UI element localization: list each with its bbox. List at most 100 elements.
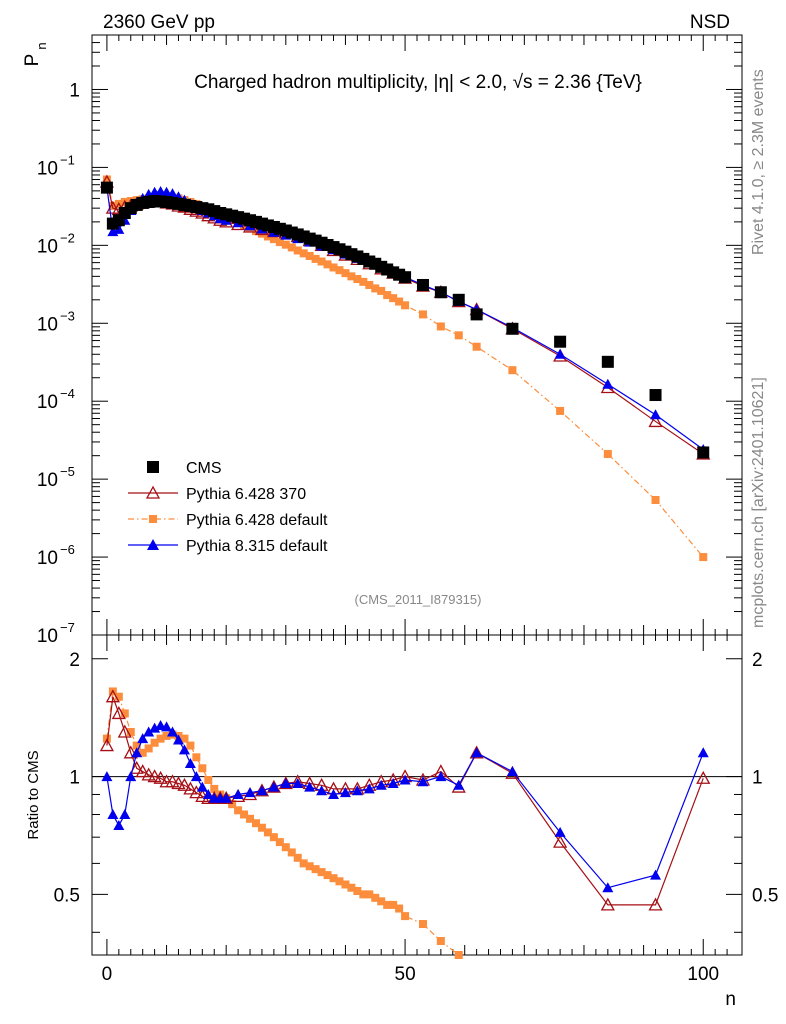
ratio-point-pythia-8-315-default [697, 747, 709, 758]
y-tick-label-base: 10 [37, 392, 58, 413]
data-point-pythia-6-428-default [472, 342, 481, 351]
ratio-point-pythia-6-428-default [389, 900, 398, 909]
ratio-point-pythia-6-428-default [347, 883, 356, 892]
legend-label-pythia-6-428-370: Pythia 6.428 370 [186, 486, 306, 503]
data-point-pythia-6-428-default [335, 266, 344, 275]
ratio-point-pythia-8-315-default [113, 819, 125, 830]
ratio-point-pythia-8-315-default [149, 722, 161, 733]
legend-label-pythia-8-315-default: Pythia 8.315 default [186, 538, 328, 555]
y-tick-label-base: 10 [37, 236, 58, 257]
ratio-point-pythia-6-428-370 [135, 764, 150, 778]
ratio-point-pythia-6-428-default [317, 868, 326, 877]
ratio-point-pythia-8-315-default [137, 733, 149, 744]
data-point-pythia-6-428-default [317, 257, 326, 266]
data-point-pythia-6-428-default [311, 254, 320, 263]
data-point-pythia-6-428-default [281, 240, 290, 249]
x-tick-label: 100 [687, 964, 719, 985]
y-label-main: P [22, 54, 43, 67]
ratio-point-pythia-6-428-default [144, 744, 153, 753]
ratio-point-pythia-8-315-default [125, 771, 137, 782]
y-tick-label-exponent: −3 [60, 308, 75, 323]
ratio-point-pythia-6-428-default [365, 890, 374, 899]
ratio-point-pythia-8-315-default [554, 826, 566, 837]
ratio-point-pythia-8-315-default [602, 882, 614, 893]
ratio-point-pythia-8-315-default [316, 785, 328, 796]
legend-item-pythia-8-315-default: Pythia 8.315 default [128, 538, 328, 555]
ratio-point-pythia-6-428-default [186, 741, 195, 750]
ratio-point-pythia-6-428-default [228, 800, 237, 809]
ratio-point-pythia-8-315-default [399, 774, 411, 785]
data-point-pythia-6-428-default [299, 249, 308, 258]
legend-item-pythia-6-428-default: Pythia 6.428 default [128, 512, 328, 529]
y-tick-label-base: 10 [37, 158, 58, 179]
ratio-point-pythia-6-428-default [395, 904, 404, 913]
ratio-point-pythia-6-428-default [257, 823, 266, 832]
ratio-point-pythia-6-428-370 [141, 767, 156, 781]
y-tick-label-exponent: −6 [60, 542, 75, 557]
ratio-point-pythia-6-428-default [401, 912, 410, 921]
ratio-point-pythia-6-428-default [293, 853, 302, 862]
ratio-point-pythia-6-428-default [436, 937, 445, 946]
data-point-pythia-6-428-default [257, 229, 266, 238]
x-axis-label: n [725, 989, 736, 1010]
data-point-pythia-6-428-370 [648, 414, 663, 428]
ratio-point-pythia-6-428-370 [111, 706, 126, 720]
data-point-pythia-6-428-default [347, 272, 356, 281]
series-pythia-8-315-default [101, 182, 709, 455]
ratio-point-pythia-8-315-default [650, 869, 662, 880]
data-point-pythia-6-428-default [389, 294, 398, 303]
ratio-y-tick-label: 0.5 [54, 885, 80, 906]
ratio-point-pythia-6-428-370 [177, 777, 192, 791]
series-line-pythia-6-428-370 [106, 181, 704, 455]
ratio-point-pythia-8-315-default [417, 776, 429, 787]
data-point-pythia-8-315-default [602, 378, 614, 389]
header-left: 2360 GeV pp [103, 12, 215, 33]
legend-item-pythia-6-428-370: Pythia 6.428 370 [128, 485, 306, 503]
data-point-pythia-6-428-default [418, 310, 427, 319]
ratio-point-pythia-6-428-default [341, 880, 350, 889]
ratio-point-pythia-6-428-370 [171, 776, 186, 790]
y-label-sub: n [34, 42, 49, 49]
header-right: NSD [690, 12, 730, 33]
y-tick-label-exponent: −4 [60, 386, 75, 401]
ratio-point-pythia-6-428-default [281, 843, 290, 852]
ratio-point-pythia-8-315-default [363, 783, 375, 794]
data-point-cms [434, 286, 447, 299]
ratio-point-pythia-6-428-default [240, 810, 249, 819]
data-point-pythia-6-428-default [269, 235, 278, 244]
ratio-point-pythia-6-428-370 [696, 770, 711, 784]
ratio-point-pythia-8-315-default [506, 766, 518, 777]
data-point-pythia-6-428-default [556, 406, 565, 415]
main-y-label: P n [22, 42, 49, 66]
legend-item-cms: CMS [147, 460, 222, 477]
ratio-point-pythia-8-315-default [119, 808, 131, 819]
ratio-y-tick-label: 1 [69, 768, 80, 789]
ratio-point-pythia-6-428-370 [129, 760, 144, 774]
ratio-point-pythia-8-315-default [161, 721, 173, 732]
ratio-point-pythia-6-428-default [251, 819, 260, 828]
main-axes: 110−110−210−310−410−510−610−7 [37, 34, 742, 647]
ratio-point-pythia-8-315-default [220, 792, 232, 803]
ratio-point-pythia-6-428-default [353, 887, 362, 896]
ratio-point-pythia-6-428-default [198, 764, 207, 773]
data-point-pythia-6-428-default [341, 269, 350, 278]
data-point-pythia-6-428-default [329, 263, 338, 272]
ratio-point-pythia-8-315-default [184, 757, 196, 768]
ratio-point-pythia-6-428-default [204, 775, 213, 784]
data-point-pythia-6-428-default [323, 260, 332, 269]
data-point-cms [416, 278, 429, 291]
ratio-point-pythia-8-315-default [167, 726, 179, 737]
ratio-point-pythia-6-428-default [311, 865, 320, 874]
ratio-point-pythia-8-315-default [292, 778, 304, 789]
ratio-point-pythia-8-315-default [244, 787, 256, 798]
ratio-point-pythia-8-315-default [172, 734, 184, 745]
y-tick-label-base: 10 [37, 470, 58, 491]
ratio-point-pythia-6-428-370 [105, 689, 120, 703]
legend-label-pythia-6-428-default: Pythia 6.428 default [186, 512, 328, 529]
ratio-series-group [99, 687, 711, 959]
ratio-point-pythia-6-428-default [299, 859, 308, 868]
series-pythia-6-428-370 [99, 174, 711, 460]
ratio-point-pythia-6-428-370 [99, 738, 115, 752]
data-point-pythia-6-428-default [651, 495, 660, 504]
data-point-cms [649, 389, 662, 402]
